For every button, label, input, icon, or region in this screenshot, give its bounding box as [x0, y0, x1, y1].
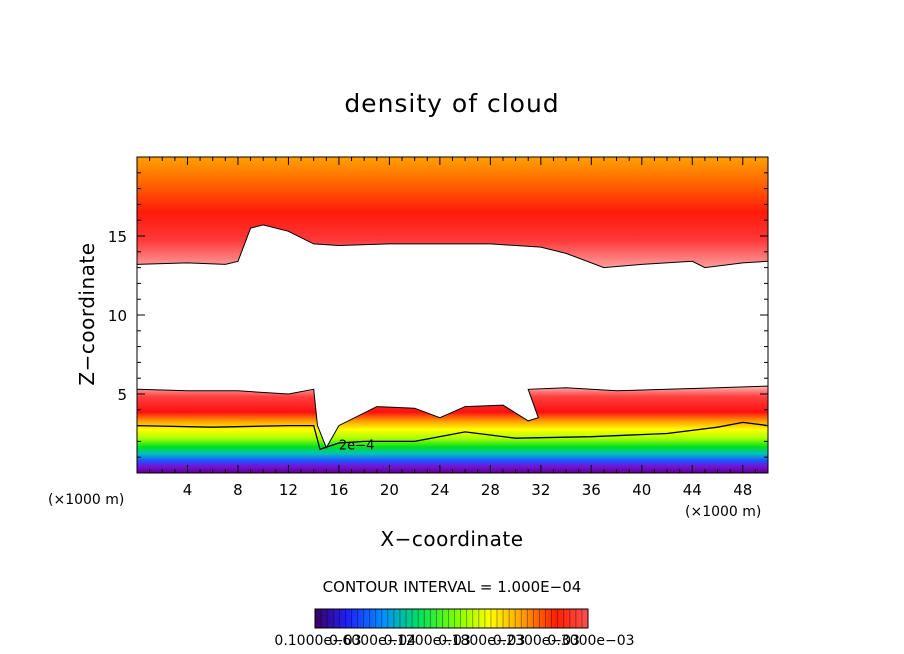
x-tick-label: 20: [380, 481, 399, 499]
colorbar-level-lines: [320, 609, 583, 628]
plot-area: [137, 157, 768, 473]
upper-cloud-layer: [137, 157, 768, 268]
y-tick-label: 10: [108, 307, 127, 325]
y-axis-label: Z−coordinate: [75, 242, 99, 385]
x-tick-label: 32: [531, 481, 550, 499]
lower-cloud-layer: [137, 386, 768, 473]
x-axis-label: X−coordinate: [380, 527, 523, 551]
contour-line-2e-4: [137, 421, 768, 451]
chart-title: density of cloud: [344, 89, 559, 118]
x-tick-label: 8: [233, 481, 243, 499]
x-tick-label: 40: [632, 481, 651, 499]
colorbar-label: 0.1200e−03: [384, 633, 471, 649]
colorbar-label: 0.1000e−03: [274, 633, 361, 649]
x-tick-label: 48: [733, 481, 752, 499]
x-axis-unit: (×1000 m): [685, 504, 761, 520]
x-axis-ticks: 4 8 12 16 20 24 28 32 36 40 44 48: [149, 157, 756, 499]
x-tick-label: 44: [683, 481, 702, 499]
x-tick-label: 4: [183, 481, 193, 499]
y-axis-ticks: 5 10 15: [108, 172, 768, 458]
x-tick-label: 12: [279, 481, 298, 499]
x-tick-label: 24: [430, 481, 449, 499]
colorbar-label: 0.6000e−04: [329, 633, 416, 649]
colorbar-labels: 0.1000e−030.6000e−040.1200e−030.1800e−03…: [274, 633, 634, 649]
upper-layer-boundary-contour: [137, 224, 768, 269]
contour-label-2e-4: 2e−4: [339, 438, 374, 453]
x-tick-label: 36: [582, 481, 601, 499]
x-tick-label: 16: [329, 481, 348, 499]
y-tick-label: 15: [108, 228, 127, 246]
colorbar-label: 0.2300e−03: [493, 633, 580, 649]
colorbar: [314, 608, 589, 629]
colorbar-label: 0.3000e−03: [547, 633, 634, 649]
colorbar-label: 0.1800e−03: [438, 633, 525, 649]
x-tick-label: 28: [481, 481, 500, 499]
lower-layer-top-contour: [137, 385, 768, 449]
contour-interval-text: CONTOUR INTERVAL = 1.000E−04: [323, 578, 582, 596]
y-axis-unit: (×1000 m): [48, 492, 124, 508]
y-tick-label: 5: [117, 386, 127, 404]
